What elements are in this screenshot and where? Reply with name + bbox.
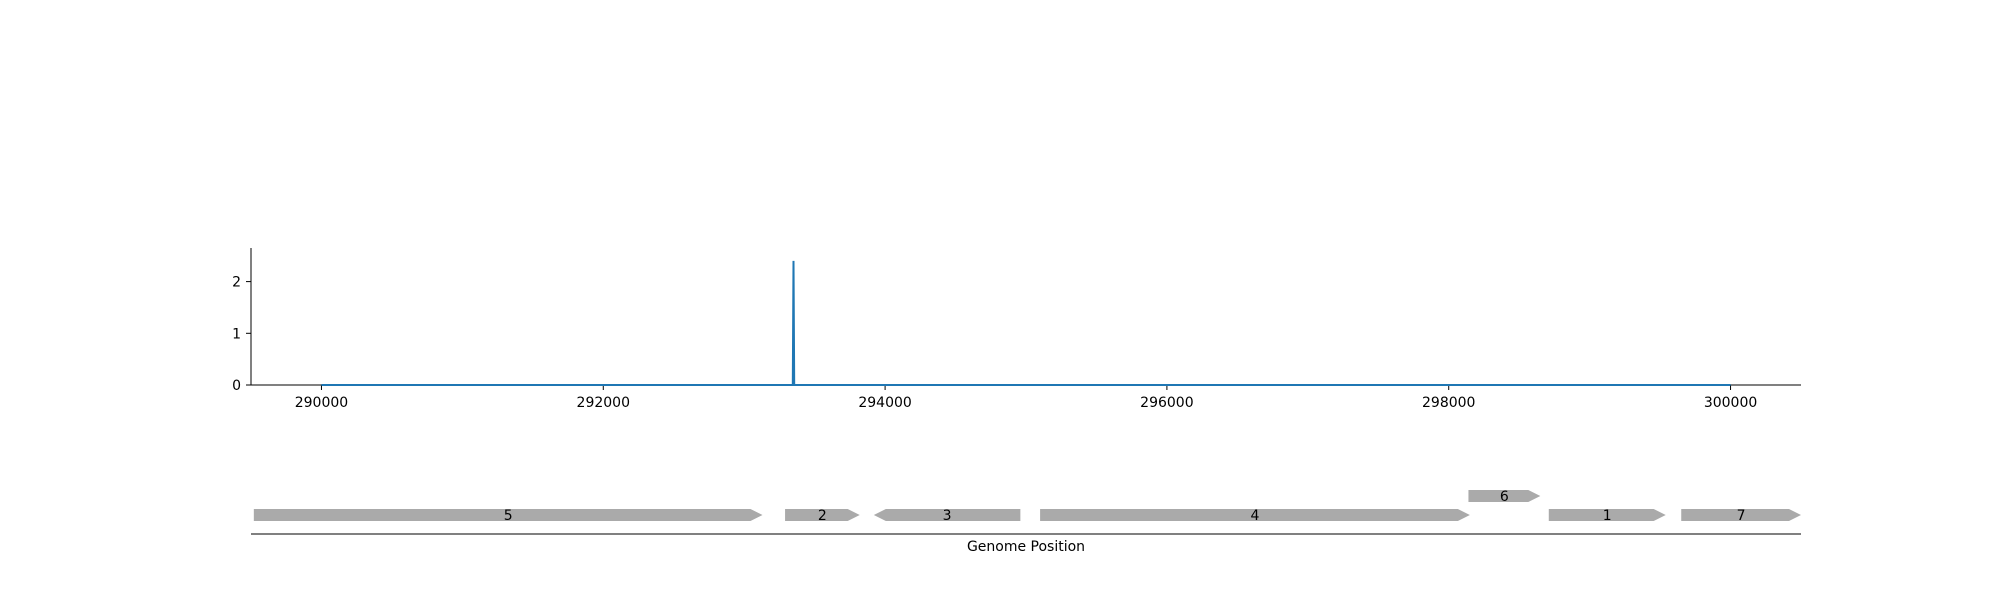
gene-label-7: 7 (1737, 508, 1746, 524)
gene-label-5: 5 (504, 508, 513, 524)
gene-arrow-1 (1548, 509, 1666, 521)
gene-arrow-3 (873, 509, 1021, 521)
gene-arrow-6 (1468, 490, 1541, 502)
x-tick-label: 298000 (1422, 395, 1475, 411)
gene-arrow-7 (1681, 509, 1801, 521)
coverage-line (321, 260, 1731, 386)
gene-label-1: 1 (1603, 508, 1612, 524)
gene-track: 5 2 3 4 6 1 7 Genome Position (251, 489, 1801, 555)
gene-label-4: 4 (1251, 508, 1260, 524)
coverage-plot: 0 1 2 290000 292000 294000 296000 298000 300000 (232, 248, 1801, 411)
gene-track-xlabel: Genome Position (967, 539, 1085, 555)
x-tick-label: 290000 (295, 395, 348, 411)
x-tick-label: 292000 (577, 395, 630, 411)
gene-arrow-4 (1040, 509, 1470, 521)
y-tick-label: 2 (232, 275, 241, 291)
gene-arrow-2 (785, 509, 860, 521)
gene-label-2: 2 (818, 508, 827, 524)
gene-label-3: 3 (943, 508, 952, 524)
gene-arrow-5 (253, 509, 763, 521)
y-tick-label: 1 (232, 326, 241, 342)
gene-label-6: 6 (1500, 489, 1509, 505)
y-tick-label: 0 (232, 378, 241, 394)
x-tick-label: 300000 (1704, 395, 1757, 411)
y-ticks: 0 1 2 (232, 275, 251, 394)
x-tick-label: 296000 (1140, 395, 1193, 411)
x-ticks: 290000 292000 294000 296000 298000 300000 (295, 385, 1757, 411)
x-tick-label: 294000 (858, 395, 911, 411)
gene-arrows: 5 2 3 4 6 1 7 (253, 489, 1801, 524)
coverage-series (321, 260, 1731, 386)
